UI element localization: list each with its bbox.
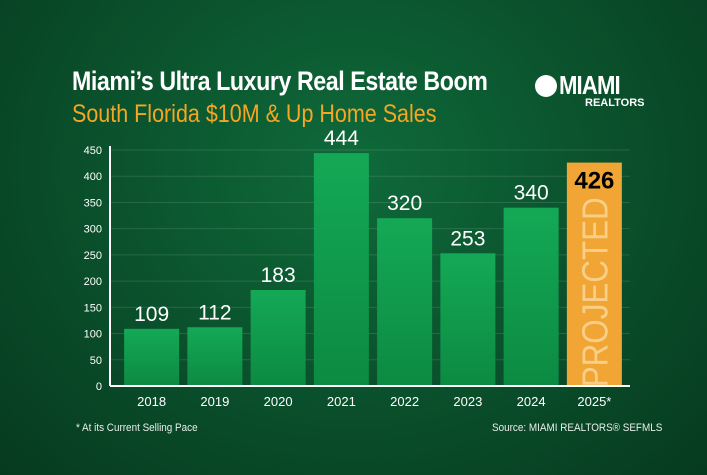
data-label: 426 [574,168,614,195]
data-label: 253 [450,227,485,250]
projected-label: PROJECTED [574,197,615,387]
footnote: * At its Current Selling Pace [76,422,198,434]
bar [187,327,243,386]
x-tick-label: 2025* [577,394,611,409]
miami-realtors-logo: MIAMI REALTORS [535,70,645,109]
x-tick-label: 2019 [200,394,229,409]
data-label: 320 [387,192,422,215]
data-label: 444 [324,127,359,150]
y-tick-label: 450 [84,145,102,157]
data-label: 183 [261,264,296,287]
y-tick-label: 50 [90,355,102,367]
x-tick-label: 2023 [453,394,482,409]
projected-bar [566,162,622,386]
x-tick-label: 2020 [264,394,293,409]
bar [377,218,433,386]
x-tick-label: 2022 [390,394,419,409]
chart-title: Miami’s Ultra Luxury Real Estate Boom [72,66,488,96]
y-tick-label: 100 [84,329,102,341]
x-tick-label: 2018 [137,394,166,409]
y-tick-label: 150 [84,302,102,314]
y-tick-label: 300 [84,224,102,236]
bar [440,253,496,386]
bar [503,207,559,386]
data-label: 340 [514,182,549,205]
y-tick-label: 200 [84,276,102,288]
bar [250,290,306,386]
x-tick-label: 2021 [327,394,356,409]
logo-text: MIAMI [559,70,621,100]
y-tick-label: 400 [84,171,102,183]
data-label: 109 [134,303,169,326]
y-tick-label: 250 [84,250,102,262]
bar [313,153,369,386]
chart-subtitle: South Florida $10M & Up Home Sales [72,100,437,128]
y-tick-label: 350 [84,197,102,209]
logo-subtext: REALTORS [585,97,645,109]
logo-emblem-icon [535,74,557,97]
x-tick-label: 2024 [517,394,546,409]
bar [124,328,180,386]
source-note: Source: MIAMI REALTORS® SEFMLS [492,422,663,434]
data-label: 112 [198,301,231,324]
y-tick-label: 0 [96,381,102,393]
